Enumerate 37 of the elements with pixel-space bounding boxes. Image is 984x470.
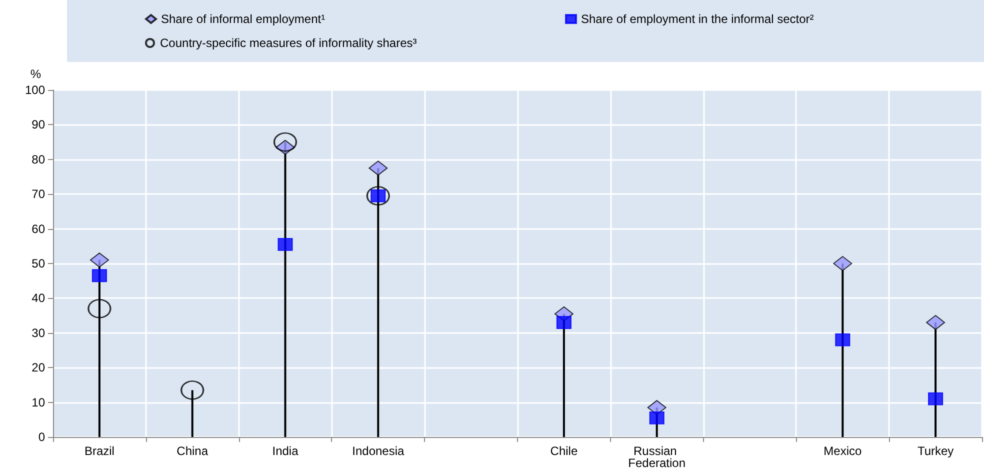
point <box>278 238 293 251</box>
point <box>88 298 112 318</box>
y-tick-label: 100 <box>24 83 46 97</box>
point <box>180 380 204 400</box>
point <box>90 252 109 268</box>
x-tick-label: Mexico <box>824 444 862 458</box>
y-axis-title: % <box>30 67 42 81</box>
x-tick-label: Indonesia <box>352 444 404 458</box>
y-tick-label: 60 <box>32 222 46 236</box>
point <box>928 392 944 406</box>
point <box>833 256 852 271</box>
y-tick-label: 40 <box>32 291 46 306</box>
x-tick-label: China <box>176 444 208 458</box>
x-tick-label: Russian Federation <box>628 444 686 470</box>
y-tick-label: 10 <box>32 395 46 410</box>
y-tick-label: 70 <box>32 187 46 202</box>
point <box>835 333 850 346</box>
x-tick-label: Brazil <box>84 444 114 458</box>
point <box>926 314 946 330</box>
point <box>274 132 297 152</box>
point <box>556 316 572 329</box>
point <box>92 269 107 282</box>
y-tick-label: 80 <box>32 152 46 166</box>
y-tick-label: 0 <box>38 430 46 444</box>
legend-label: Share of informal employment¹ <box>161 12 326 26</box>
x-tick-label: Turkey <box>917 444 954 458</box>
y-tick-label: 30 <box>32 326 46 340</box>
point <box>366 186 390 206</box>
point <box>649 411 664 424</box>
y-tick-label: 50 <box>32 256 46 270</box>
x-tick-label: Chile <box>550 444 578 458</box>
legend-label: Country-specific measures of informality shares³ <box>160 36 417 50</box>
y-tick-label: 20 <box>32 360 46 375</box>
point <box>368 160 388 176</box>
y-tick-label: 90 <box>32 118 46 132</box>
legend-label: Share of employment in the informal sector² <box>581 12 814 26</box>
x-tick-label: India <box>272 444 299 458</box>
